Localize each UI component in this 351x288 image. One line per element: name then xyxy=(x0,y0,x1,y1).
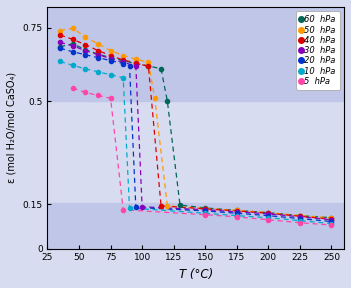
Bar xyxy=(47,203,344,249)
Bar xyxy=(47,7,344,101)
X-axis label: T (°C): T (°C) xyxy=(179,268,213,281)
Legend: 60  hPa, 50  hPa, 40  hPa, 30  hPa, 20  hPa, 10  hPa, 5  hPa: 60 hPa, 50 hPa, 40 hPa, 30 hPa, 20 hPa, … xyxy=(296,11,340,90)
Y-axis label: ε (mol H₂O/mol CaSO₄): ε (mol H₂O/mol CaSO₄) xyxy=(7,72,17,183)
